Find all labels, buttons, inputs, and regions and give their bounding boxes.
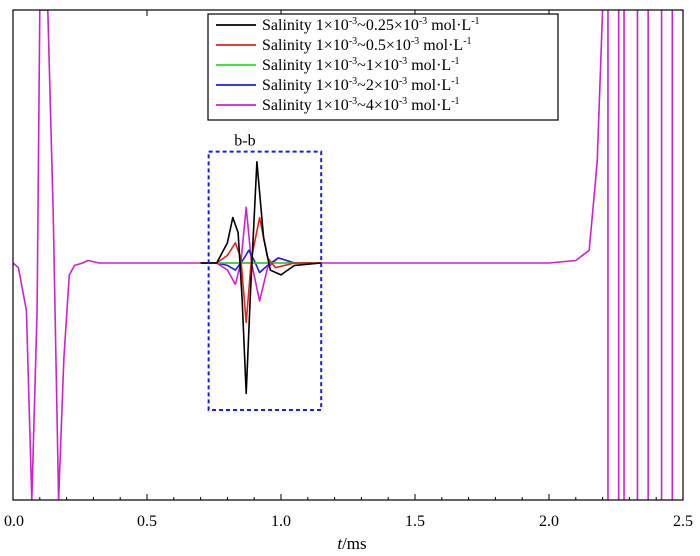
plot-lines — [13, 10, 674, 500]
x-tick-label-3: 1.5 — [405, 513, 425, 530]
annotation-group: b-b — [207, 133, 323, 411]
x-axis-ticks: 0.0 0.5 1.0 1.5 2.0 2.5 — [4, 10, 693, 530]
legend-label-1: Salinity 1×10-3~0.25×10-3 mol·L-1 — [262, 16, 480, 34]
x-tick-label-5: 2.5 — [673, 513, 693, 530]
legend-label-3: Salinity 1×10-3~1×10-3 mol·L-1 — [262, 56, 460, 74]
x-tick-label-4: 2.0 — [539, 513, 559, 530]
series-line-1 — [200, 161, 322, 395]
x-tick-label-1: 0.5 — [137, 513, 157, 530]
x-axis-label-italic: t — [337, 534, 343, 553]
x-tick-label-0: 0.0 — [4, 513, 24, 530]
annotation-label: b-b — [234, 133, 255, 150]
common-signal-line — [13, 10, 604, 500]
legend-label-2: Salinity 1×10-3~0.5×10-3 mol·L-1 — [262, 36, 472, 54]
svg-text:t/ms: t/ms — [337, 534, 366, 553]
x-axis-label-unit: /ms — [342, 534, 367, 553]
legend-box — [207, 13, 559, 121]
x-axis-label: t/ms — [337, 534, 366, 553]
legend-label-5: Salinity 1×10-3~4×10-3 mol·L-1 — [262, 96, 460, 114]
x-tick-label-2: 1.0 — [271, 513, 291, 530]
series-line-2 — [200, 216, 322, 324]
plot-frame — [12, 9, 684, 501]
legend-label-4: Salinity 1×10-3~2×10-3 mol·L-1 — [262, 76, 460, 94]
legend: Salinity 1×10-3~0.25×10-3 mol·L-1 Salinit… — [207, 13, 559, 121]
annotation-box — [207, 150, 323, 411]
